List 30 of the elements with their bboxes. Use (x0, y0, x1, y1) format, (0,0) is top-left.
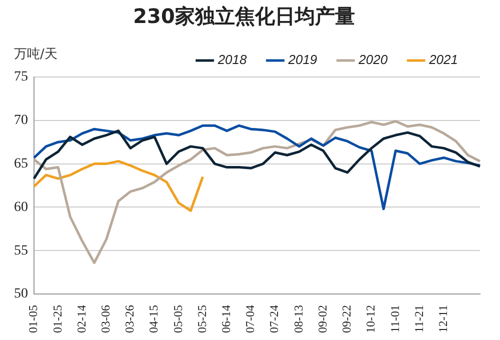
x-tick-label: 07-04 (243, 305, 258, 334)
y-tick-label: 55 (14, 243, 28, 258)
x-tick-label: 09-02 (315, 305, 330, 334)
x-tick-label: 03-06 (98, 305, 112, 334)
x-tick-label: 02-14 (74, 305, 88, 334)
x-tick-label: 07-24 (267, 305, 282, 334)
x-tick-label: 01-25 (50, 305, 64, 334)
legend-label: 2020 (358, 52, 388, 68)
y-axis-title: 万吨/天 (14, 46, 58, 62)
x-tick-label: 05-05 (170, 305, 185, 334)
x-tick-label: 01-05 (26, 305, 40, 334)
y-tick-label: 65 (14, 156, 28, 172)
x-tick-label: 12-11 (436, 305, 450, 333)
x-tick-label: 11-01 (388, 305, 402, 333)
x-tick-label: 06-14 (219, 305, 234, 334)
x-tick-label: 11-21 (412, 305, 426, 333)
chart-title: 230家独立焦化日均产量 (133, 4, 355, 28)
legend-label: 2019 (287, 52, 318, 68)
x-tick-label: 04-15 (146, 305, 161, 334)
legend-label: 2021 (428, 52, 458, 68)
y-tick-label: 75 (14, 70, 28, 85)
x-tick-label: 05-25 (194, 305, 209, 334)
y-tick-label: 60 (14, 200, 28, 215)
x-tick-label: 10-12 (364, 305, 378, 334)
y-tick-label: 70 (14, 113, 28, 128)
legend-label: 2018 (216, 52, 248, 68)
y-tick-label: 50 (14, 286, 28, 302)
x-tick-label: 03-26 (122, 305, 137, 334)
x-tick-label: 09-22 (340, 305, 354, 334)
x-tick-label: 08-13 (291, 305, 306, 334)
